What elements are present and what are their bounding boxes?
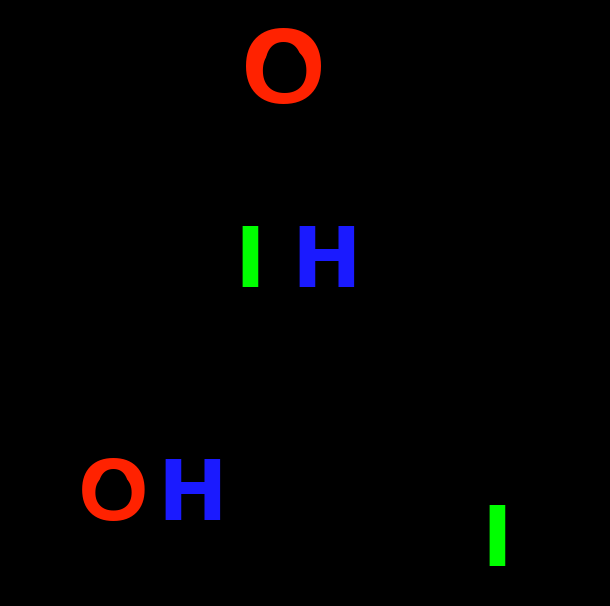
Text: H: H [292, 223, 361, 304]
Text: I: I [482, 502, 512, 583]
Text: O: O [241, 27, 326, 124]
Text: H: H [157, 456, 227, 538]
Text: O: O [259, 47, 308, 104]
Text: O: O [92, 473, 134, 521]
Text: O: O [77, 456, 148, 538]
Text: I: I [235, 223, 265, 304]
